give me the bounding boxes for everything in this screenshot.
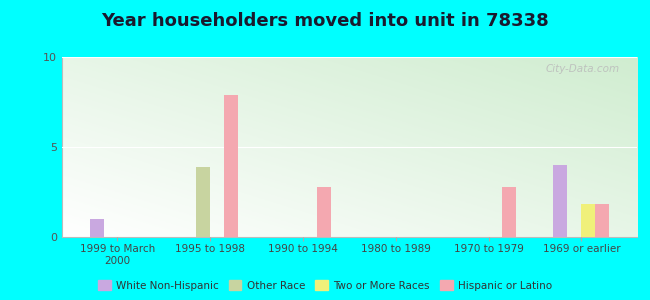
Legend: White Non-Hispanic, Other Race, Two or More Races, Hispanic or Latino: White Non-Hispanic, Other Race, Two or M… bbox=[94, 276, 556, 295]
Bar bbox=[554, 165, 567, 237]
Bar bbox=[196, 167, 210, 237]
Bar bbox=[581, 204, 595, 237]
Bar bbox=[595, 204, 609, 237]
Text: City-Data.com: City-Data.com bbox=[545, 64, 619, 74]
Bar bbox=[224, 95, 238, 237]
Text: Year householders moved into unit in 78338: Year householders moved into unit in 783… bbox=[101, 12, 549, 30]
Bar bbox=[90, 219, 103, 237]
Bar bbox=[502, 187, 516, 237]
Bar bbox=[317, 187, 331, 237]
